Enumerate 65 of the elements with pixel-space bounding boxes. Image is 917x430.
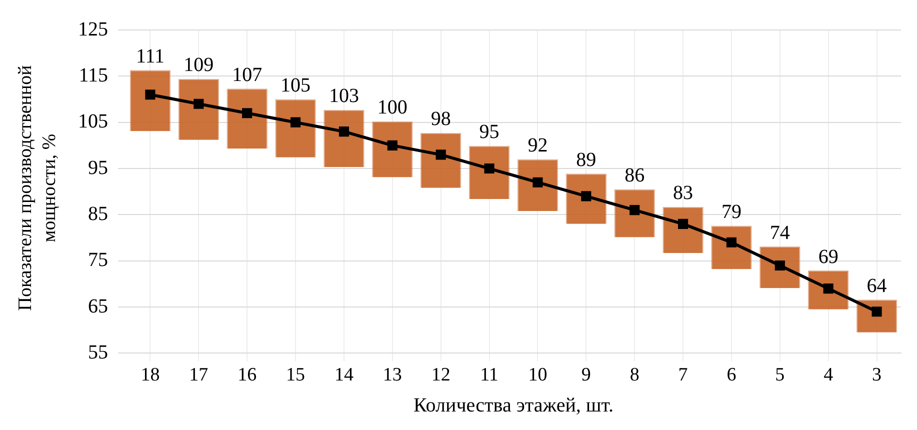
y-tick-label: 85 xyxy=(88,202,108,225)
x-tick-label: 17 xyxy=(189,364,208,386)
point xyxy=(436,150,446,160)
point xyxy=(532,177,543,188)
x-tick-label: 15 xyxy=(286,364,306,386)
point xyxy=(194,98,204,109)
bar xyxy=(468,146,510,199)
x-tick-label: 13 xyxy=(382,364,402,386)
bar xyxy=(324,110,364,168)
data-label: 109 xyxy=(184,54,214,76)
bar xyxy=(517,159,558,211)
data-label: 100 xyxy=(377,96,408,119)
point xyxy=(387,140,398,150)
point xyxy=(145,90,156,100)
bar xyxy=(420,132,462,188)
bar xyxy=(275,99,316,158)
bar xyxy=(372,121,413,178)
point xyxy=(290,117,301,128)
x-tick-label: 8 xyxy=(630,364,640,386)
data-label: 86 xyxy=(624,164,645,187)
data-label: 103 xyxy=(328,85,359,108)
data-label: 111 xyxy=(136,45,164,68)
y-tick-label: 95 xyxy=(88,156,108,179)
x-axis-title: Количества этажей, шт. xyxy=(413,394,614,416)
x-tick-label: 7 xyxy=(678,364,688,386)
data-label: 95 xyxy=(479,121,500,144)
data-label: 105 xyxy=(280,74,311,97)
y-tick-label: 115 xyxy=(78,64,108,86)
data-label: 79 xyxy=(721,201,742,224)
data-label: 92 xyxy=(528,134,548,157)
point xyxy=(678,218,688,229)
x-tick-label: 5 xyxy=(775,364,785,386)
point xyxy=(630,205,640,216)
x-tick-label: 4 xyxy=(824,364,834,386)
x-tick-label: 6 xyxy=(726,364,736,386)
y-tick-label: 105 xyxy=(78,110,108,133)
point xyxy=(581,191,592,202)
point xyxy=(242,108,252,118)
y-axis-title: Показатели производственной мощности, % xyxy=(14,64,61,313)
point xyxy=(726,237,737,248)
x-tick-label: 3 xyxy=(872,364,882,386)
x-tick-label: 18 xyxy=(140,364,160,386)
data-label: 74 xyxy=(770,222,790,244)
data-label: 98 xyxy=(430,108,451,130)
x-tick-label: 9 xyxy=(581,364,591,386)
y-tick-label: 125 xyxy=(78,18,108,40)
y-tick-label: 75 xyxy=(88,249,108,272)
bar xyxy=(226,88,268,149)
y-tick-label: 55 xyxy=(88,341,108,364)
y-tick-label: 65 xyxy=(88,295,108,318)
x-tick-label: 16 xyxy=(238,364,257,386)
data-label: 83 xyxy=(673,182,694,204)
bar xyxy=(130,70,171,132)
data-label: 69 xyxy=(818,246,838,268)
x-tick-label: 11 xyxy=(480,364,498,386)
bar xyxy=(178,78,219,140)
point xyxy=(484,163,494,174)
x-tick-label: 12 xyxy=(431,364,450,386)
data-label: 89 xyxy=(576,148,596,171)
x-tick-label: 10 xyxy=(528,364,548,386)
data-label: 107 xyxy=(232,64,262,86)
x-tick-label: 14 xyxy=(334,364,354,386)
data-label: 64 xyxy=(866,274,887,297)
point xyxy=(338,126,350,137)
bar xyxy=(614,189,655,238)
